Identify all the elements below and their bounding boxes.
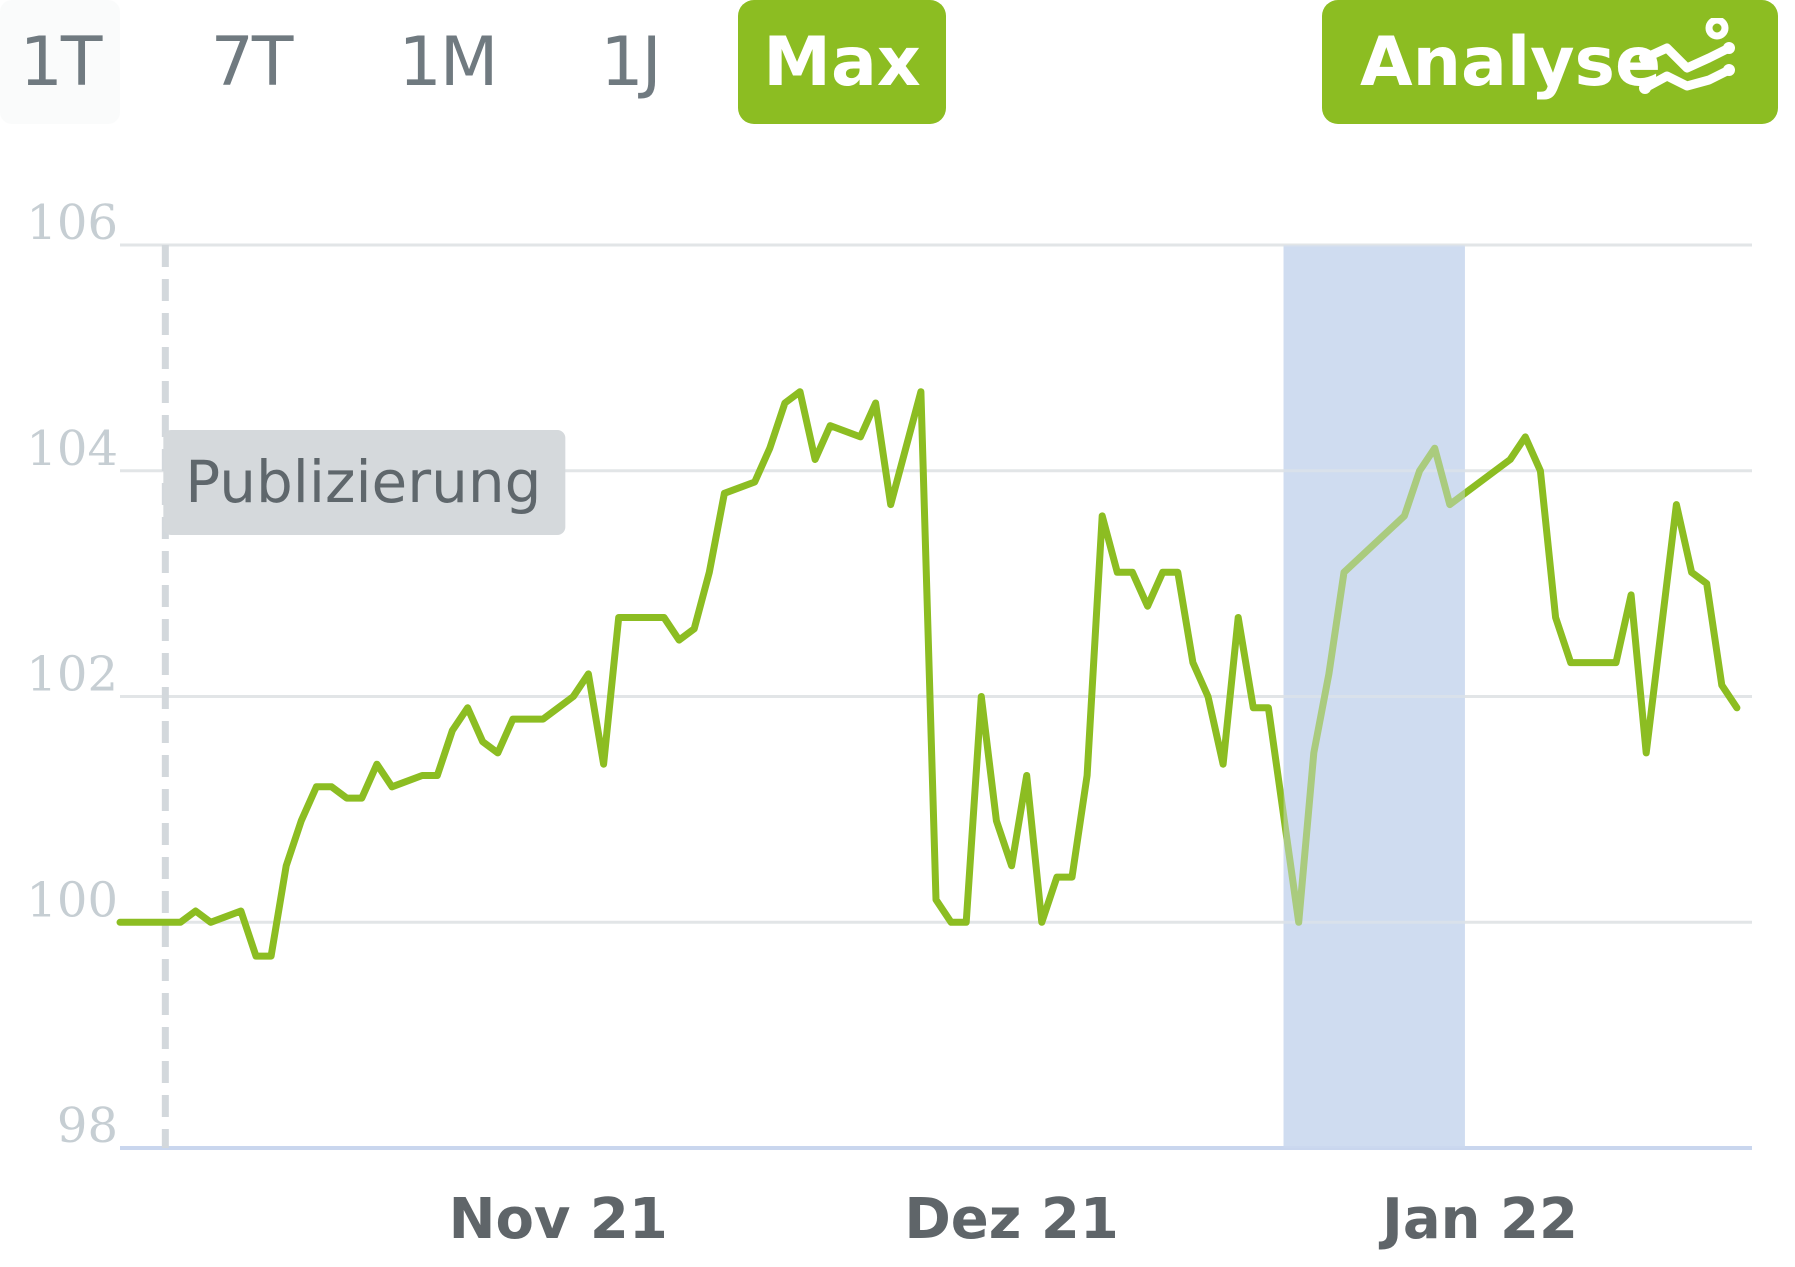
y-tick-label: 104 bbox=[26, 421, 118, 477]
line-chart-icon bbox=[1639, 18, 1735, 94]
series-line bbox=[116, 388, 1741, 960]
y-tick-label: 106 bbox=[26, 195, 118, 251]
analyse-button-label: Analyse bbox=[1360, 22, 1662, 102]
publication-marker-label-box bbox=[163, 430, 566, 535]
x-tick-label: Dez 21 bbox=[904, 1187, 1118, 1252]
publication-marker-label: Publizierung bbox=[185, 448, 541, 516]
x-tick-label: Jan 22 bbox=[1378, 1187, 1578, 1252]
range-tab-1m[interactable]: 1M bbox=[398, 22, 499, 102]
x-tick-label: Nov 21 bbox=[449, 1187, 668, 1252]
range-tab-1j[interactable]: 1J bbox=[600, 22, 661, 102]
range-tab-max[interactable]: Max bbox=[738, 0, 946, 124]
range-tab-7t[interactable]: 7T bbox=[210, 22, 294, 102]
analyse-button[interactable]: Analyse bbox=[1322, 0, 1778, 124]
y-tick-label: 102 bbox=[26, 647, 118, 703]
y-tick-label: 98 bbox=[57, 1098, 118, 1154]
range-tab-1t[interactable]: 1T bbox=[0, 0, 120, 124]
y-tick-label: 100 bbox=[26, 872, 118, 928]
highlight-band-overlay bbox=[1283, 245, 1465, 1148]
